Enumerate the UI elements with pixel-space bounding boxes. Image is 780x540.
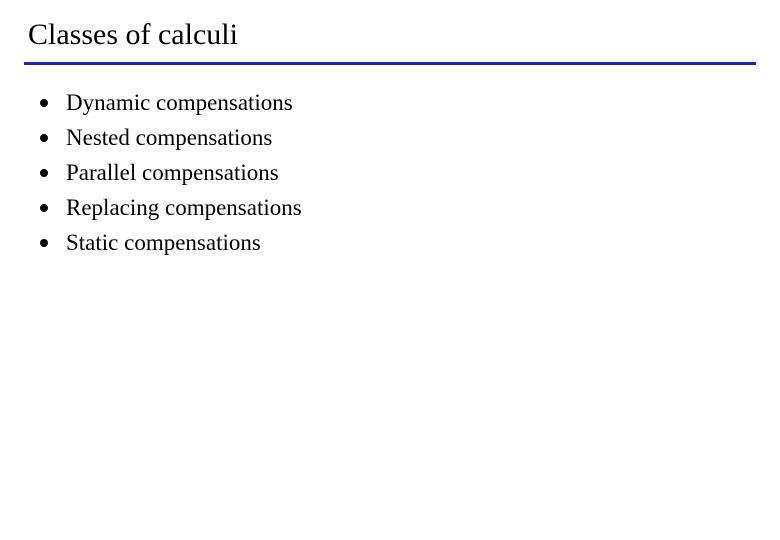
slide-title: Classes of calculi [28, 18, 752, 52]
slide-container: Classes of calculi Dynamic compensations… [0, 0, 780, 540]
list-item-label: Replacing compensations [66, 192, 302, 223]
list-item-label: Dynamic compensations [66, 87, 293, 118]
bullet-icon [40, 204, 48, 212]
bullet-icon [40, 134, 48, 142]
list-item-label: Nested compensations [66, 122, 272, 153]
list-item: Static compensations [40, 227, 752, 258]
bullet-icon [40, 99, 48, 107]
list-item: Replacing compensations [40, 192, 752, 223]
bullet-list: Dynamic compensations Nested compensatio… [28, 87, 752, 258]
list-item: Dynamic compensations [40, 87, 752, 118]
list-item-label: Static compensations [66, 227, 261, 258]
title-divider [24, 62, 756, 65]
bullet-icon [40, 239, 48, 247]
list-item: Nested compensations [40, 122, 752, 153]
list-item-label: Parallel compensations [66, 157, 279, 188]
bullet-icon [40, 169, 48, 177]
list-item: Parallel compensations [40, 157, 752, 188]
